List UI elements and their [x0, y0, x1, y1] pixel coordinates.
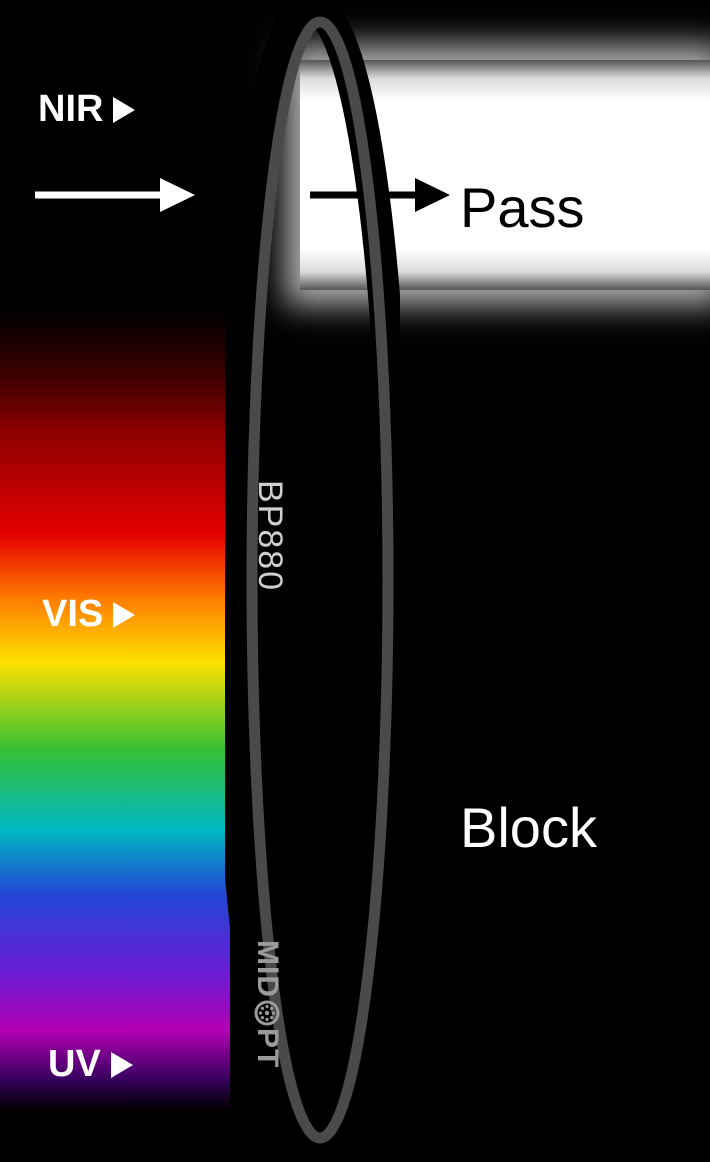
- triangle-icon: [111, 1052, 133, 1078]
- brand-prefix: MID: [250, 940, 284, 998]
- filter-brand: MID PT: [250, 940, 284, 1068]
- uv-text: UV: [48, 1043, 101, 1086]
- pass-label: Pass: [460, 175, 585, 240]
- brand-suffix: PT: [250, 1028, 284, 1068]
- nir-text: NIR: [38, 88, 103, 131]
- uv-label: UV: [48, 1043, 133, 1086]
- filter-product-code: BP880: [250, 480, 289, 592]
- triangle-icon: [113, 602, 135, 628]
- vis-text: VIS: [42, 593, 103, 636]
- vis-label: VIS: [42, 593, 135, 636]
- block-label: Block: [460, 795, 597, 860]
- diagram-canvas: NIR VIS UV Pass Block BP880 M: [0, 0, 710, 1162]
- triangle-icon: [113, 97, 135, 123]
- nir-label: NIR: [38, 88, 135, 131]
- aperture-icon: [254, 1000, 280, 1026]
- input-arrow-icon: [30, 170, 200, 220]
- visible-spectrum: [0, 310, 230, 1110]
